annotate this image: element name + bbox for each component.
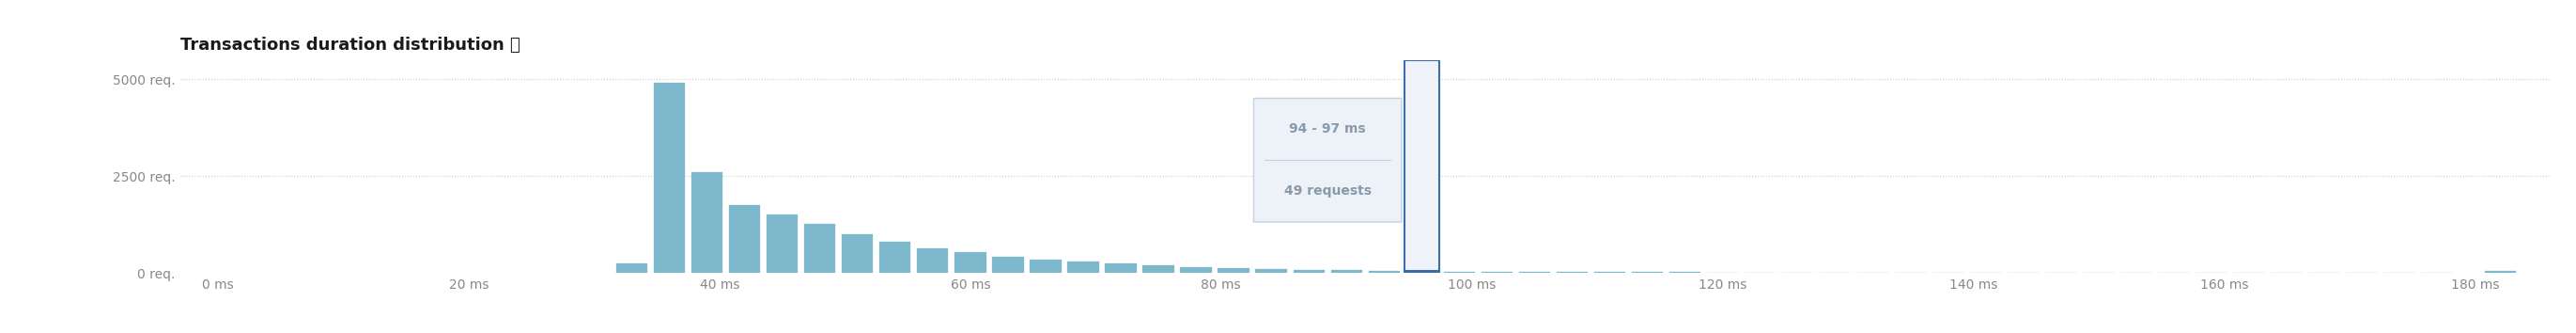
Bar xyxy=(1066,262,1100,273)
Bar xyxy=(1368,271,1399,273)
Bar xyxy=(690,172,724,273)
Text: Transactions duration distribution ⓘ: Transactions duration distribution ⓘ xyxy=(180,36,520,53)
Bar xyxy=(654,83,685,273)
Bar xyxy=(1332,270,1363,273)
Bar xyxy=(1218,268,1249,273)
Bar xyxy=(1255,269,1288,273)
Bar xyxy=(1520,272,1551,273)
Bar xyxy=(1030,259,1061,273)
Bar xyxy=(1819,272,1852,273)
Text: 49 requests: 49 requests xyxy=(1283,184,1370,197)
Bar xyxy=(1404,60,1440,273)
Bar xyxy=(1144,265,1175,273)
Bar xyxy=(804,223,835,273)
Text: 94 - 97 ms: 94 - 97 ms xyxy=(1291,123,1365,136)
Bar xyxy=(1404,271,1440,273)
Bar xyxy=(2483,271,2517,273)
Bar xyxy=(616,263,647,273)
Bar xyxy=(729,205,760,273)
Bar xyxy=(1631,272,1664,273)
Bar xyxy=(1595,272,1625,273)
Bar xyxy=(1481,272,1512,273)
Bar xyxy=(1708,272,1739,273)
Bar xyxy=(878,242,912,273)
Bar xyxy=(1783,272,1814,273)
Bar xyxy=(917,248,948,273)
Bar xyxy=(1669,272,1700,273)
Bar xyxy=(1556,272,1587,273)
Bar xyxy=(768,215,799,273)
Bar xyxy=(1105,264,1136,273)
Bar xyxy=(1180,267,1211,273)
Bar xyxy=(1443,271,1476,273)
Bar xyxy=(1293,270,1324,273)
Bar xyxy=(992,256,1023,273)
Bar xyxy=(1744,272,1775,273)
Bar xyxy=(956,252,987,273)
FancyBboxPatch shape xyxy=(1255,98,1401,222)
Bar xyxy=(842,234,873,273)
